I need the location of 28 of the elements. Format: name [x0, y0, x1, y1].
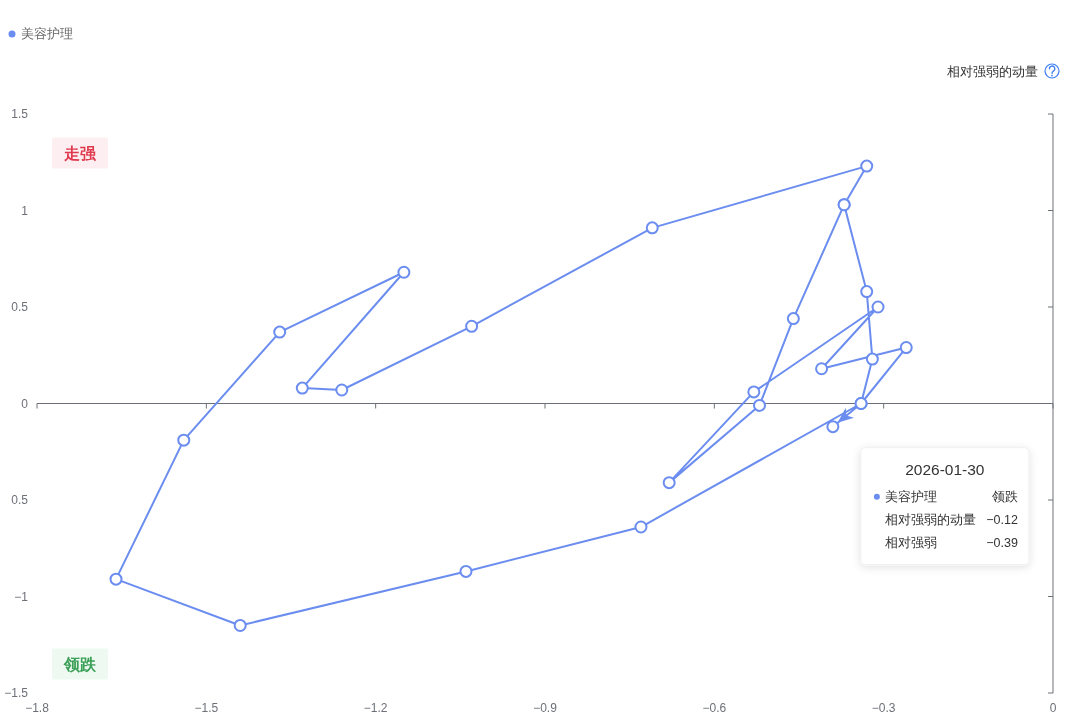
annotation: 领跌	[991, 489, 1018, 504]
annotation: 领跌	[63, 655, 97, 673]
legend: 美容护理	[8, 27, 73, 41]
x-tick-label: −0.3	[871, 701, 896, 715]
x-tick-label: −1.5	[194, 701, 219, 715]
annotation: 美容护理	[884, 488, 937, 504]
x-tick-label: −0.9	[533, 701, 558, 715]
y-tick-label: −1.5	[4, 686, 29, 700]
x-tick-label: −0.6	[702, 701, 727, 715]
y-axis-title: 相对强弱的动量	[947, 63, 1038, 79]
annotation: 相对强弱的动量	[884, 512, 976, 527]
annotation: −0.39	[986, 535, 1018, 550]
y-tick-label: 1.5	[11, 107, 29, 121]
annotation: −0.12	[986, 512, 1018, 527]
y-tick-label: 1	[21, 203, 29, 218]
y-tick-label: −1	[14, 589, 29, 604]
annotation: 2026-01-30	[905, 461, 985, 479]
y-tick-label: 0.5	[11, 493, 29, 507]
x-tick-label: 0	[1049, 701, 1057, 715]
x-tick-label: −1.2	[363, 701, 388, 715]
quadrant-label: 领跌	[52, 648, 108, 680]
y-tick-label: 0	[21, 396, 29, 411]
y-tick-label: 0.5	[11, 300, 29, 314]
x-tick-label: −1.8	[25, 701, 50, 715]
annotation: 相对强弱	[884, 535, 937, 550]
legend-label: 美容护理	[21, 26, 73, 41]
annotation: 走强	[63, 144, 97, 162]
quadrant-label: 走强	[52, 137, 108, 169]
